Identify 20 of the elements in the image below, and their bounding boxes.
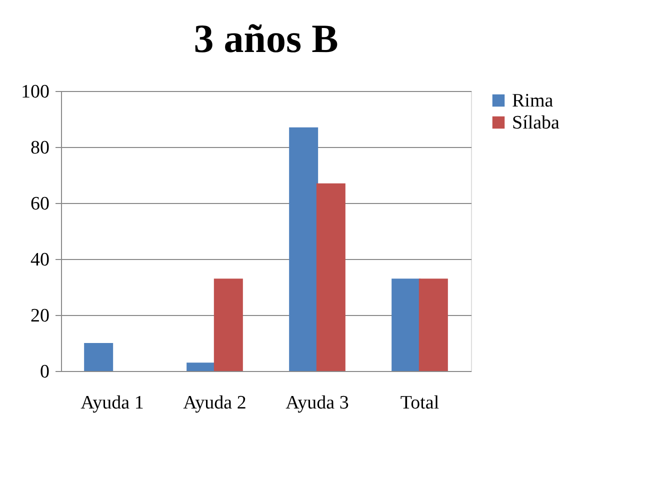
y-tick-label: 0 xyxy=(40,362,50,382)
x-tick-label: Ayuda 1 xyxy=(80,392,144,414)
y-tick-label: 100 xyxy=(21,82,50,102)
x-tick-label: Ayuda 2 xyxy=(183,392,246,414)
legend-label: Rima xyxy=(512,90,554,112)
y-tick-label: 80 xyxy=(30,138,50,158)
chart-title: 3 años B xyxy=(194,16,338,61)
y-tick-label: 20 xyxy=(30,306,50,326)
x-tick-label: Ayuda 3 xyxy=(286,392,349,414)
bar xyxy=(289,127,318,371)
bar xyxy=(316,183,346,371)
bar xyxy=(84,343,114,371)
x-tick-label: Total xyxy=(400,392,440,414)
bar xyxy=(186,362,216,371)
y-tick-label: 60 xyxy=(30,194,50,214)
bar xyxy=(392,278,421,371)
y-tick-label: 40 xyxy=(30,250,50,270)
bar xyxy=(214,278,243,371)
bar xyxy=(418,278,448,371)
legend-label: Sílaba xyxy=(512,112,560,134)
